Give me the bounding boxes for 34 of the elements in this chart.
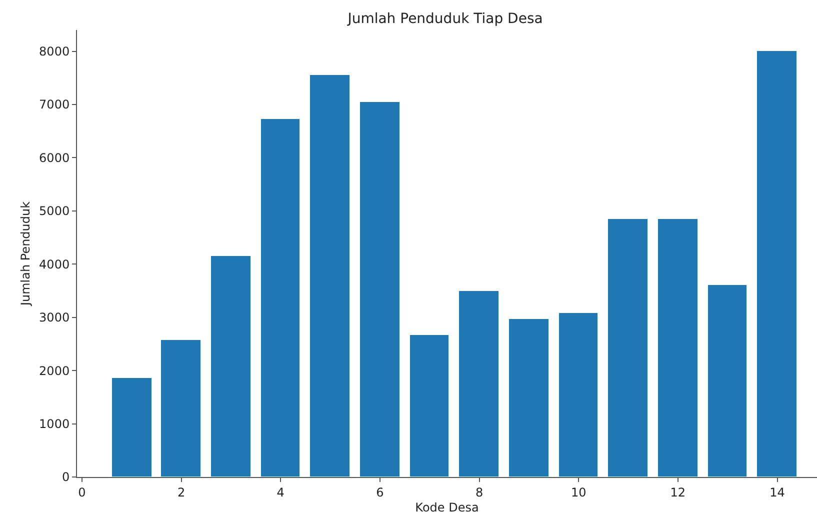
- y-tick-label: 1000: [39, 416, 70, 431]
- y-tick-label: 2000: [39, 364, 70, 378]
- bar: [160, 340, 201, 477]
- bar: [210, 256, 251, 477]
- y-tick-label: 4000: [39, 257, 70, 272]
- y-tick-label: 3000: [39, 310, 70, 325]
- bar: [410, 334, 449, 477]
- bar: [260, 118, 300, 477]
- x-tick-label: 0: [78, 485, 86, 500]
- x-tick-label: 12: [670, 485, 686, 500]
- bar: [310, 74, 350, 477]
- y-tick-label: 5000: [39, 204, 70, 218]
- x-tick-label: 10: [570, 485, 586, 500]
- bar: [658, 218, 698, 477]
- bar: [608, 218, 648, 477]
- y-tick-label: 8000: [39, 44, 70, 58]
- bar: [458, 290, 499, 477]
- x-tick-label: 4: [276, 485, 284, 500]
- x-axis-title: Kode Desa: [415, 500, 479, 514]
- bar: [112, 378, 152, 477]
- y-axis-title: Jumlah Penduduk: [18, 201, 32, 307]
- bar: [756, 50, 797, 477]
- y-tick-label: 7000: [39, 98, 70, 112]
- x-tick-label: 14: [770, 485, 785, 500]
- x-tick-label: 6: [376, 485, 384, 500]
- y-tick-label: 6000: [39, 150, 70, 165]
- bar: [708, 284, 747, 477]
- bar: [508, 318, 549, 477]
- x-tick-label: 2: [177, 485, 186, 500]
- y-tick-label: 0: [62, 470, 70, 484]
- x-tick-label: 8: [475, 485, 484, 500]
- bar: [360, 102, 400, 477]
- chart-title: Jumlah Penduduk Tiap Desa: [346, 10, 543, 27]
- bar: [558, 312, 598, 477]
